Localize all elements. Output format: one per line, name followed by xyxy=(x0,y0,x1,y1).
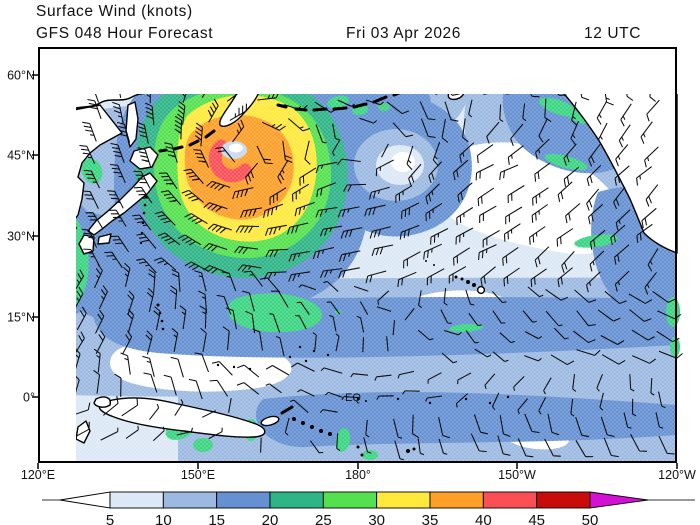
colorbar-tick-label: 35 xyxy=(422,512,439,525)
colorbar-segment xyxy=(536,491,591,509)
map-border xyxy=(38,47,677,463)
y-axis-label: 45°N xyxy=(7,149,35,163)
colorbar-tick-label: 45 xyxy=(528,512,545,525)
model-forecast-label: GFS 048 Hour Forecast xyxy=(36,25,214,42)
colorbar-segment xyxy=(216,491,271,509)
colorbar-segment xyxy=(269,491,324,509)
valid-time: 12 UTC xyxy=(584,25,642,42)
chart-title: Surface Wind (knots) xyxy=(36,3,193,20)
colorbar-segment xyxy=(482,491,538,509)
y-axis-label: 0° xyxy=(23,391,35,405)
colorbar-tick-label: 5 xyxy=(106,512,114,525)
colorbar-over-arrow xyxy=(589,491,649,509)
x-axis-labels: 120°E 150°E 180° 150°W 120°W xyxy=(21,468,696,482)
x-axis-label: 120°W xyxy=(658,468,696,482)
colorbar-tick-label: 30 xyxy=(368,512,385,525)
x-axis-label: 180° xyxy=(345,468,371,482)
colorbar-segment xyxy=(109,491,164,509)
colorbar-under-arrow xyxy=(59,491,111,509)
y-axis-label: 15°N xyxy=(7,311,35,325)
chart-subtitle-row: GFS 048 Hour Forecast Fri 03 Apr 2026 12 U… xyxy=(36,25,640,43)
colorbar-tick-label: 50 xyxy=(582,512,599,525)
colorbar-tick-label: 10 xyxy=(155,512,172,525)
wind-barbs xyxy=(76,94,683,461)
colorbar-tick-label: 25 xyxy=(315,512,332,525)
colorbar-segment xyxy=(376,491,431,509)
colorbar-tick-label: 15 xyxy=(208,512,225,525)
stipple-texture xyxy=(76,94,677,463)
colorbar-segment xyxy=(429,491,484,509)
x-axis-label: 150°W xyxy=(498,468,536,482)
colorbar-segment xyxy=(162,491,218,509)
colorbar-segment xyxy=(322,491,378,509)
y-axis-label: 30°N xyxy=(7,230,35,244)
map-area: EQ xyxy=(76,94,683,463)
colorbar-tick-label: 20 xyxy=(262,512,279,525)
colorbar: 5 10 15 20 25 30 35 40 45 50 xyxy=(42,491,695,525)
x-axis-label: 150°E xyxy=(181,468,215,482)
x-axis-label: 120°E xyxy=(21,468,55,482)
axis-ticks xyxy=(32,74,678,469)
y-axis-labels: 60°N 45°N 30°N 15°N 0° xyxy=(7,69,35,405)
y-axis-label: 60°N xyxy=(7,69,35,83)
small-islands xyxy=(139,195,510,457)
colorbar-tick-label: 40 xyxy=(475,512,492,525)
equator-label: EQ xyxy=(345,392,361,404)
valid-date: Fri 03 Apr 2026 xyxy=(346,25,461,42)
